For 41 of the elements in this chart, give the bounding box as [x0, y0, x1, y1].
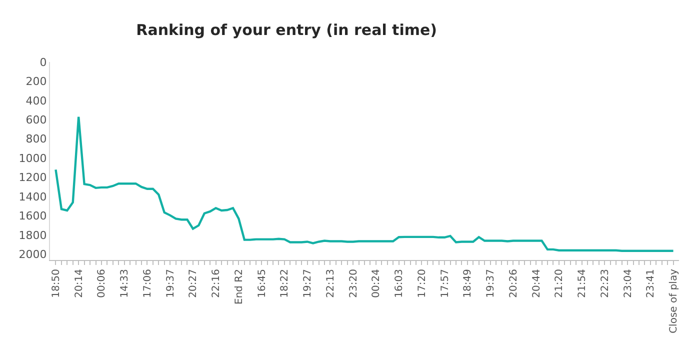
y-tick-label: 600 — [26, 114, 47, 127]
x-tick-label: 18:49 — [462, 269, 474, 298]
x-tick-label: 19:37 — [486, 269, 497, 298]
x-tick-label: 19:37 — [165, 269, 176, 298]
y-tick-label: 1000 — [18, 152, 47, 165]
x-tick-label: 22:23 — [600, 269, 611, 298]
y-tick-label: 400 — [26, 94, 47, 108]
y-tick-label: 1600 — [18, 210, 47, 223]
x-tick-label: 23:04 — [622, 269, 634, 298]
x-tick-label: 20:27 — [188, 269, 200, 298]
x-tick-label: 20:14 — [74, 269, 85, 298]
y-tick-label: 1400 — [18, 190, 47, 204]
x-tick-label: 16:45 — [256, 269, 268, 298]
x-tick-label: 00:06 — [96, 269, 108, 298]
y-tick-label: 0 — [40, 56, 47, 69]
x-tick-label: 17:06 — [142, 269, 154, 298]
x-tick-label: 00:24 — [371, 269, 382, 298]
x-tick-label: 20:44 — [531, 269, 542, 298]
x-tick-label: 18:22 — [280, 269, 291, 298]
x-tick-label: 17:20 — [416, 269, 428, 298]
y-tick-label: 2000 — [18, 248, 47, 262]
x-tick-label: 21:54 — [577, 269, 588, 298]
line-series — [54, 116, 674, 252]
y-tick-label: 1800 — [18, 228, 47, 242]
x-tick-label: 22:16 — [211, 269, 222, 298]
x-tick-label: 23:41 — [646, 269, 657, 298]
y-tick-label: 200 — [26, 75, 47, 88]
y-tick-label: 800 — [26, 132, 47, 146]
x-tick-label: 23:20 — [348, 269, 360, 298]
x-tick-label: 22:13 — [325, 269, 336, 298]
x-tick-label: 21:20 — [554, 269, 566, 298]
x-tick-label: Close of play — [668, 268, 680, 334]
chart-title: Ranking of your entry (in real time) — [136, 21, 438, 39]
x-tick-label: 17:57 — [440, 269, 451, 298]
x-tick-label: 19:27 — [302, 269, 314, 298]
y-tick-label: 1200 — [18, 171, 47, 184]
x-tick-label: End R2 — [234, 269, 245, 304]
x-tick-label: 18:50 — [50, 269, 62, 298]
x-tick-label: 20:26 — [508, 269, 520, 298]
x-tick-label: 16:03 — [394, 269, 406, 298]
x-tick-label: 14:33 — [120, 269, 131, 298]
